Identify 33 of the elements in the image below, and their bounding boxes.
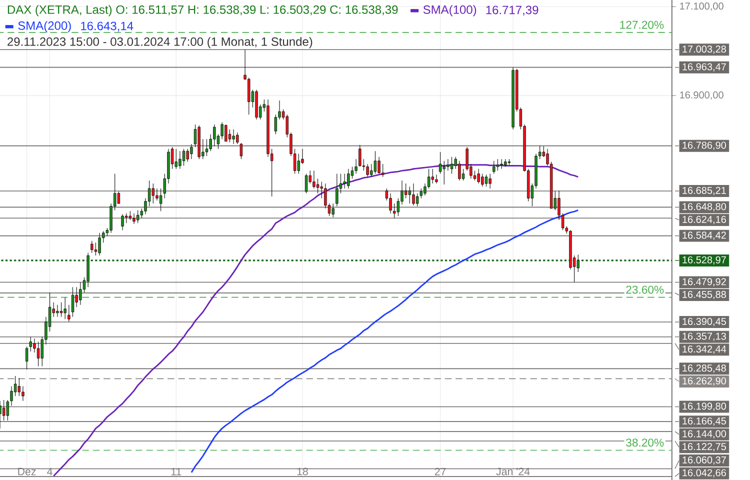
y-tick-label: 17.100,00 — [680, 2, 724, 11]
annotation: 16.717,39 — [486, 6, 538, 16]
legend-label: SMA(100) — [423, 5, 476, 16]
ref-line-label: 16.963,47 — [682, 63, 726, 72]
y-tick-label: 16.900,00 — [680, 91, 724, 100]
ref-line-label: 16.528,97 — [682, 256, 726, 265]
ref-line-label: 16.455,88 — [682, 290, 726, 300]
ref-line-label: 16.390,45 — [682, 318, 726, 326]
annotation: 23.60% — [626, 286, 664, 294]
annotation: 127.20% — [620, 20, 664, 29]
ref-line-label: 16.262,90 — [682, 377, 726, 386]
ref-line-label: 16.584,42 — [682, 232, 726, 240]
ref-line-label: 16.786,90 — [682, 142, 726, 150]
ref-line-label: 16.042,66 — [682, 469, 726, 478]
legend-label: SMA(200) — [18, 21, 71, 32]
ref-line-label: 16.648,80 — [682, 203, 726, 212]
ref-line-label: 16.166,45 — [682, 417, 726, 426]
text: 29.11.2023 15:00 - 03.01.2024 17:00 (1 Monat, 1 Stunde) — [8, 37, 312, 48]
ref-line-label: 16.144,00 — [682, 430, 726, 439]
ref-line-label: 16.624,16 — [682, 216, 726, 224]
x-tick-label: Dez — [18, 468, 36, 476]
ref-line-label: 16.479,92 — [682, 278, 726, 286]
ref-line-label: 16.199,80 — [682, 402, 726, 411]
annotation: 16.643,14 — [81, 22, 134, 32]
ref-line-label: 16.357,13 — [682, 332, 726, 341]
ref-line-label: 16.122,75 — [682, 443, 726, 452]
ref-line-label: 16.685,21 — [682, 186, 726, 196]
chart-title: DAX (XETRA, Last) O: 16.511,57 H: 16.538,39 L: 16.503,29 C: 16.538,39 — [8, 5, 398, 16]
ref-line-label: 17.003,28 — [682, 46, 726, 54]
ref-line-label: 16.342,44 — [682, 346, 726, 354]
ref-line-label: 16.285,48 — [682, 364, 726, 373]
annotation: 38.20% — [626, 438, 664, 447]
ref-line-label: 16.060,37 — [682, 456, 726, 465]
